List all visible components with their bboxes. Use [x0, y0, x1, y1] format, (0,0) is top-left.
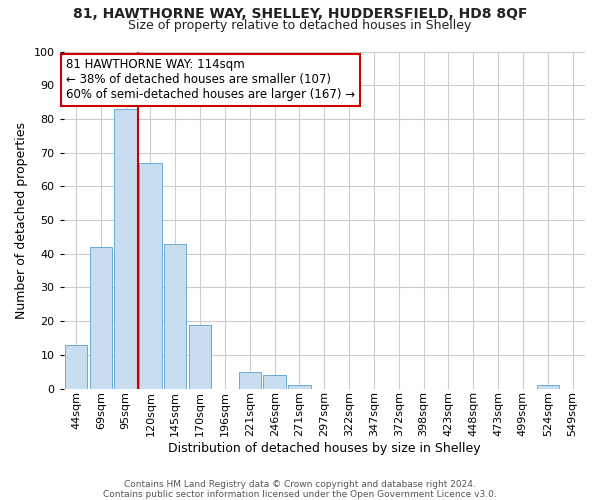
Bar: [65, 344, 87, 389]
Text: 81, HAWTHORNE WAY, SHELLEY, HUDDERSFIELD, HD8 8QF: 81, HAWTHORNE WAY, SHELLEY, HUDDERSFIELD…: [73, 8, 527, 22]
Bar: [536, 385, 559, 388]
Text: Size of property relative to detached houses in Shelley: Size of property relative to detached ho…: [128, 18, 472, 32]
Bar: [189, 324, 211, 388]
Y-axis label: Number of detached properties: Number of detached properties: [15, 122, 28, 318]
Bar: [115, 109, 137, 388]
Bar: [239, 372, 261, 388]
Text: Contains HM Land Registry data © Crown copyright and database right 2024.
Contai: Contains HM Land Registry data © Crown c…: [103, 480, 497, 499]
Bar: [288, 385, 311, 388]
Bar: [263, 375, 286, 388]
Bar: [164, 244, 187, 388]
Bar: [89, 247, 112, 388]
Bar: [139, 162, 161, 388]
X-axis label: Distribution of detached houses by size in Shelley: Distribution of detached houses by size …: [168, 442, 481, 455]
Text: 81 HAWTHORNE WAY: 114sqm
← 38% of detached houses are smaller (107)
60% of semi-: 81 HAWTHORNE WAY: 114sqm ← 38% of detach…: [66, 58, 355, 101]
